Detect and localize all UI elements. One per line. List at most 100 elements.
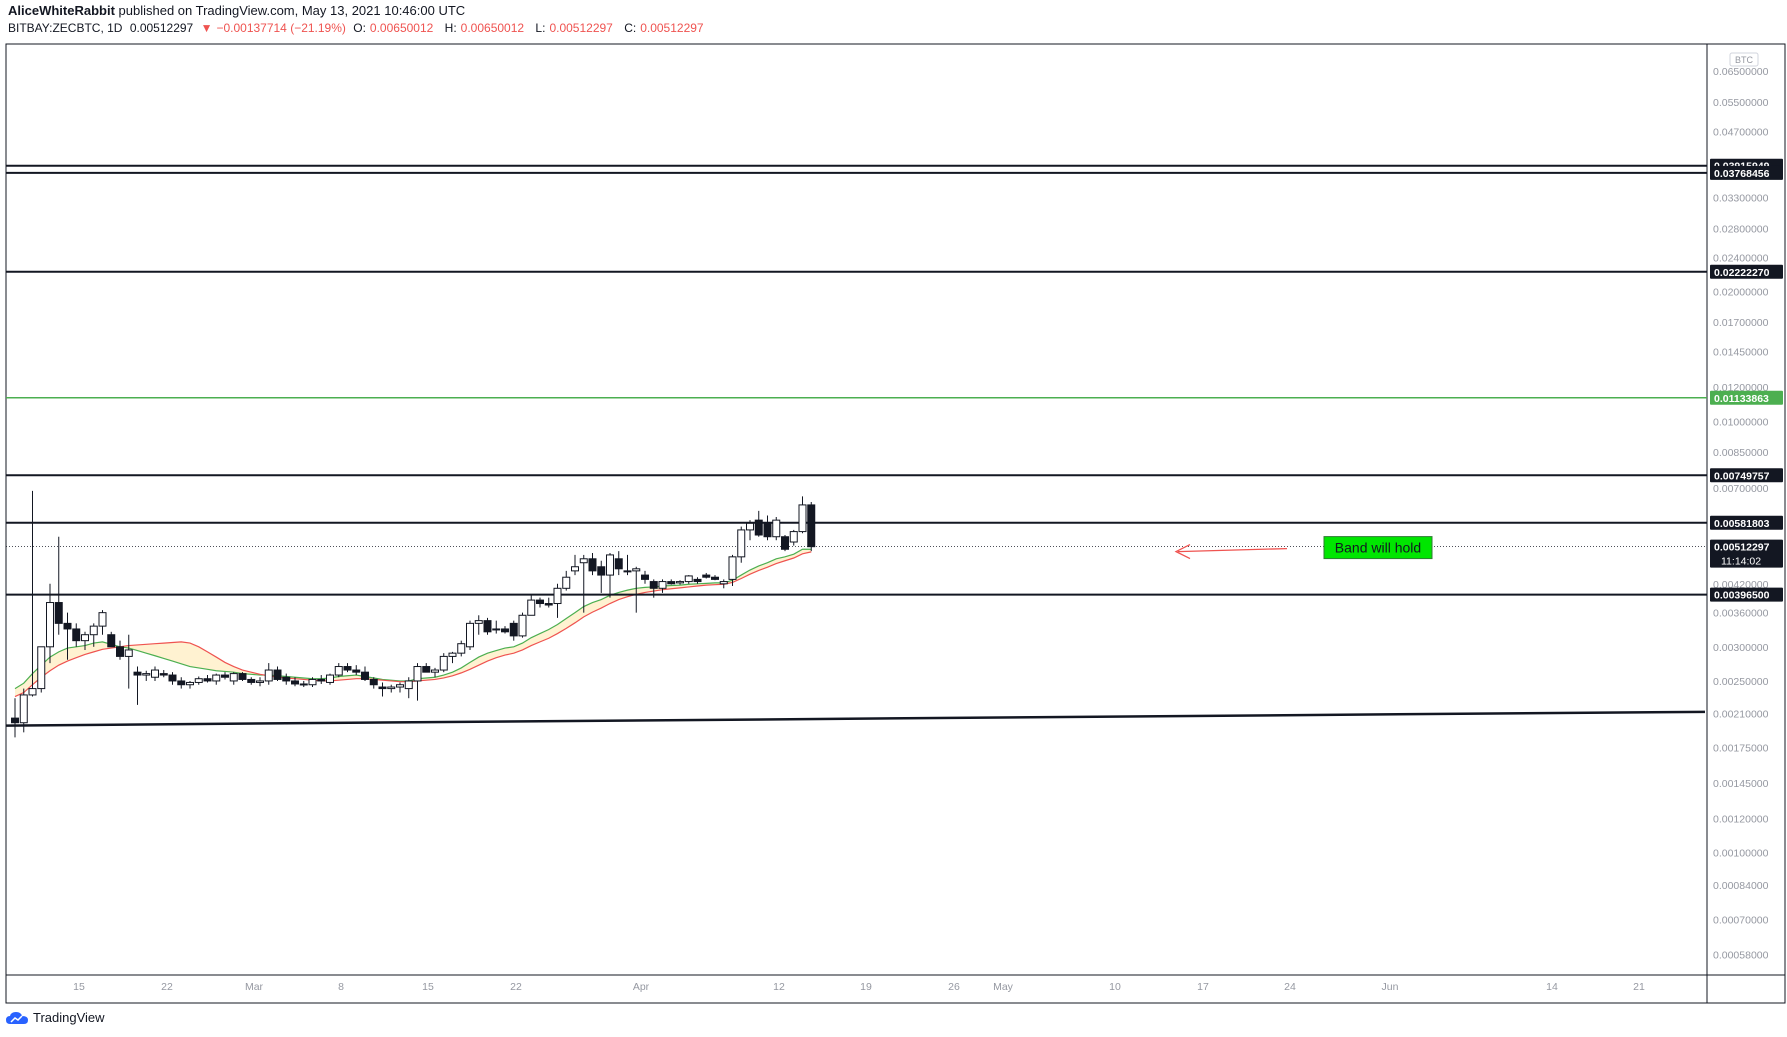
candle-down (203, 678, 212, 682)
time-tick-label: 14 (1546, 981, 1558, 993)
candle-up (571, 566, 579, 572)
ema-fast-line (14, 548, 812, 690)
candle-down (159, 673, 168, 676)
time-tick-label: 17 (1197, 981, 1209, 993)
candle-up (474, 620, 483, 624)
candle-down (343, 666, 352, 671)
candle-down (273, 669, 282, 680)
price-tick-label: 0.00145000 (1713, 778, 1769, 790)
ema-band (14, 548, 812, 698)
time-tick-label: 19 (860, 981, 872, 993)
ema-slow-line (14, 551, 812, 698)
candle-up (124, 649, 133, 657)
time-tick-label: Mar (245, 981, 264, 993)
time-tick-label: Jun (1382, 981, 1399, 993)
candle-down (536, 599, 544, 605)
price-tick-label: 0.00070000 (1713, 914, 1769, 926)
candle-down (63, 622, 72, 630)
time-tick-label: Apr (633, 981, 650, 993)
last-price-label: 0.00512297 (1714, 542, 1770, 554)
horizontal-levels: 0.039159490.037684560.022222700.01133863… (6, 158, 1783, 602)
candle-down (378, 686, 387, 690)
candle-down (317, 678, 326, 682)
candle-up (728, 556, 737, 580)
tradingview-cloud-icon (6, 1011, 28, 1024)
candle-down (501, 628, 509, 633)
price-tick-label: 0.00120000 (1713, 813, 1769, 825)
open-value: 0.00650012 (369, 21, 434, 35)
candle-down (54, 602, 63, 624)
candle-down (702, 574, 711, 578)
candle-down (133, 671, 142, 676)
price-tick-label: 0.06500000 (1713, 66, 1769, 78)
price-change: −0.00137714 (−21.19%) (216, 21, 346, 35)
candle-up (229, 673, 238, 682)
candle-up (798, 504, 807, 533)
candle-up (676, 581, 684, 584)
candle-down (238, 673, 247, 680)
price-tick-label: 0.00100000 (1713, 848, 1769, 860)
last-price-tag (1710, 539, 1783, 568)
candle-up (492, 628, 501, 631)
candle-up (98, 612, 107, 627)
candle-down (247, 678, 256, 683)
currency-label: BTC (1735, 55, 1754, 65)
price-tick-label: 0.03300000 (1713, 193, 1769, 205)
candle-up (448, 652, 457, 657)
candle-up (719, 581, 728, 585)
open-label: O: (353, 21, 366, 35)
candle-down (299, 683, 308, 686)
candle-down (422, 666, 431, 673)
candle-down (763, 522, 772, 538)
candle-down (369, 678, 378, 686)
level-price-label: 0.01133863 (1714, 393, 1769, 405)
candle-up (439, 655, 448, 671)
price-tick-label: 0.00300000 (1713, 642, 1769, 654)
time-tick-label: 26 (948, 981, 960, 993)
low-label: L: (535, 21, 546, 35)
candle-up (396, 684, 404, 688)
candle-up (623, 570, 632, 573)
time-tick-label: 21 (1633, 981, 1645, 993)
candle-up (562, 576, 571, 589)
candle-down (781, 536, 789, 550)
candle-up (579, 558, 588, 564)
price-axis: 0.06500000 0.05500000 0.04700000 0.03300000… (1713, 55, 1769, 962)
candle-down (641, 574, 649, 580)
price-tick-label: 0.01000000 (1713, 416, 1769, 428)
candle-down (107, 634, 116, 648)
price-tick-label: 0.02400000 (1713, 252, 1769, 264)
annotation-arrow-shaft (1177, 547, 1288, 553)
candle-up (553, 587, 562, 605)
time-tick-label: May (993, 981, 1014, 993)
price-tick-label: 0.04700000 (1713, 127, 1769, 139)
candle-down (282, 676, 291, 682)
price-tick-label: 0.02800000 (1713, 224, 1769, 236)
candle-up (142, 673, 151, 676)
candle-down (509, 622, 518, 637)
time-tick-label: 22 (161, 981, 173, 993)
candle-up (746, 522, 754, 531)
symbol-label[interactable]: BITBAY:ZECBTC, 1D (8, 21, 123, 35)
level-price-tag (1710, 390, 1783, 405)
level-price-tag (1710, 264, 1783, 279)
candle-up (413, 666, 422, 682)
candle-up (81, 634, 89, 642)
candle-down (754, 519, 763, 536)
level-price-tag (1710, 165, 1783, 180)
candle-down (667, 581, 676, 585)
time-tick-label: 12 (773, 981, 785, 993)
ema-band-fill (15, 549, 812, 697)
last-price: 0.00512297 (129, 21, 194, 35)
candle-up (404, 680, 413, 690)
price-tick-label: 0.01700000 (1713, 317, 1769, 329)
chart-header-publisher: AliceWhiteRabbit published on TradingVie… (8, 3, 465, 18)
time-tick-label: 15 (422, 981, 434, 993)
footer-brand[interactable]: TradingView (6, 1010, 105, 1025)
candle-up (387, 686, 396, 690)
candle-down (352, 669, 361, 673)
price-tick-label: 0.05500000 (1713, 97, 1769, 109)
author-name[interactable]: AliceWhiteRabbit (8, 3, 115, 18)
annotation-text: Band will hold (1335, 540, 1421, 556)
